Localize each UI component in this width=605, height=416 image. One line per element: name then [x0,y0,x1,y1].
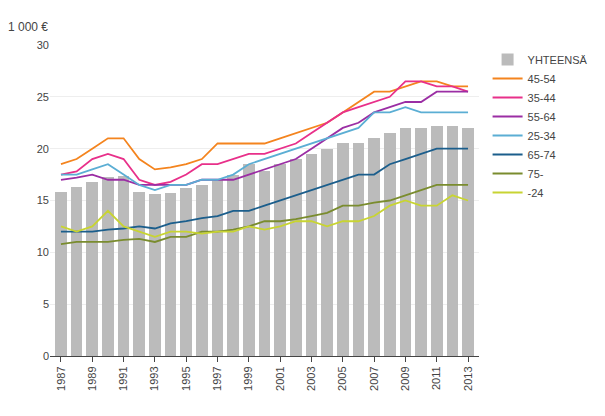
svg-text:55-64: 55-64 [528,111,556,123]
svg-text:2013: 2013 [462,366,474,390]
svg-text:65-74: 65-74 [528,149,556,161]
svg-text:2005: 2005 [336,366,348,390]
svg-text:2007: 2007 [368,366,380,390]
svg-text:-24: -24 [528,187,544,199]
svg-text:1997: 1997 [211,366,223,390]
svg-text:1999: 1999 [242,366,254,390]
svg-text:2003: 2003 [305,366,317,390]
svg-text:1995: 1995 [180,366,192,390]
svg-text:1991: 1991 [117,366,129,390]
svg-text:0: 0 [43,350,49,362]
svg-text:1987: 1987 [55,366,67,390]
svg-text:75-: 75- [528,168,544,180]
svg-text:10: 10 [37,246,49,258]
svg-text:25: 25 [37,91,49,103]
svg-text:20: 20 [37,143,49,155]
svg-text:YHTEENSÄ: YHTEENSÄ [528,54,588,66]
svg-text:1989: 1989 [86,366,98,390]
svg-text:30: 30 [37,39,49,51]
svg-text:1993: 1993 [148,366,160,390]
svg-text:5: 5 [43,298,49,310]
svg-text:1 000 €: 1 000 € [8,20,48,34]
svg-text:45-54: 45-54 [528,73,556,85]
svg-text:25-34: 25-34 [528,130,556,142]
svg-text:2001: 2001 [274,366,286,390]
svg-text:35-44: 35-44 [528,92,556,104]
svg-text:2011: 2011 [430,366,442,390]
svg-text:15: 15 [37,194,49,206]
svg-text:2009: 2009 [399,366,411,390]
